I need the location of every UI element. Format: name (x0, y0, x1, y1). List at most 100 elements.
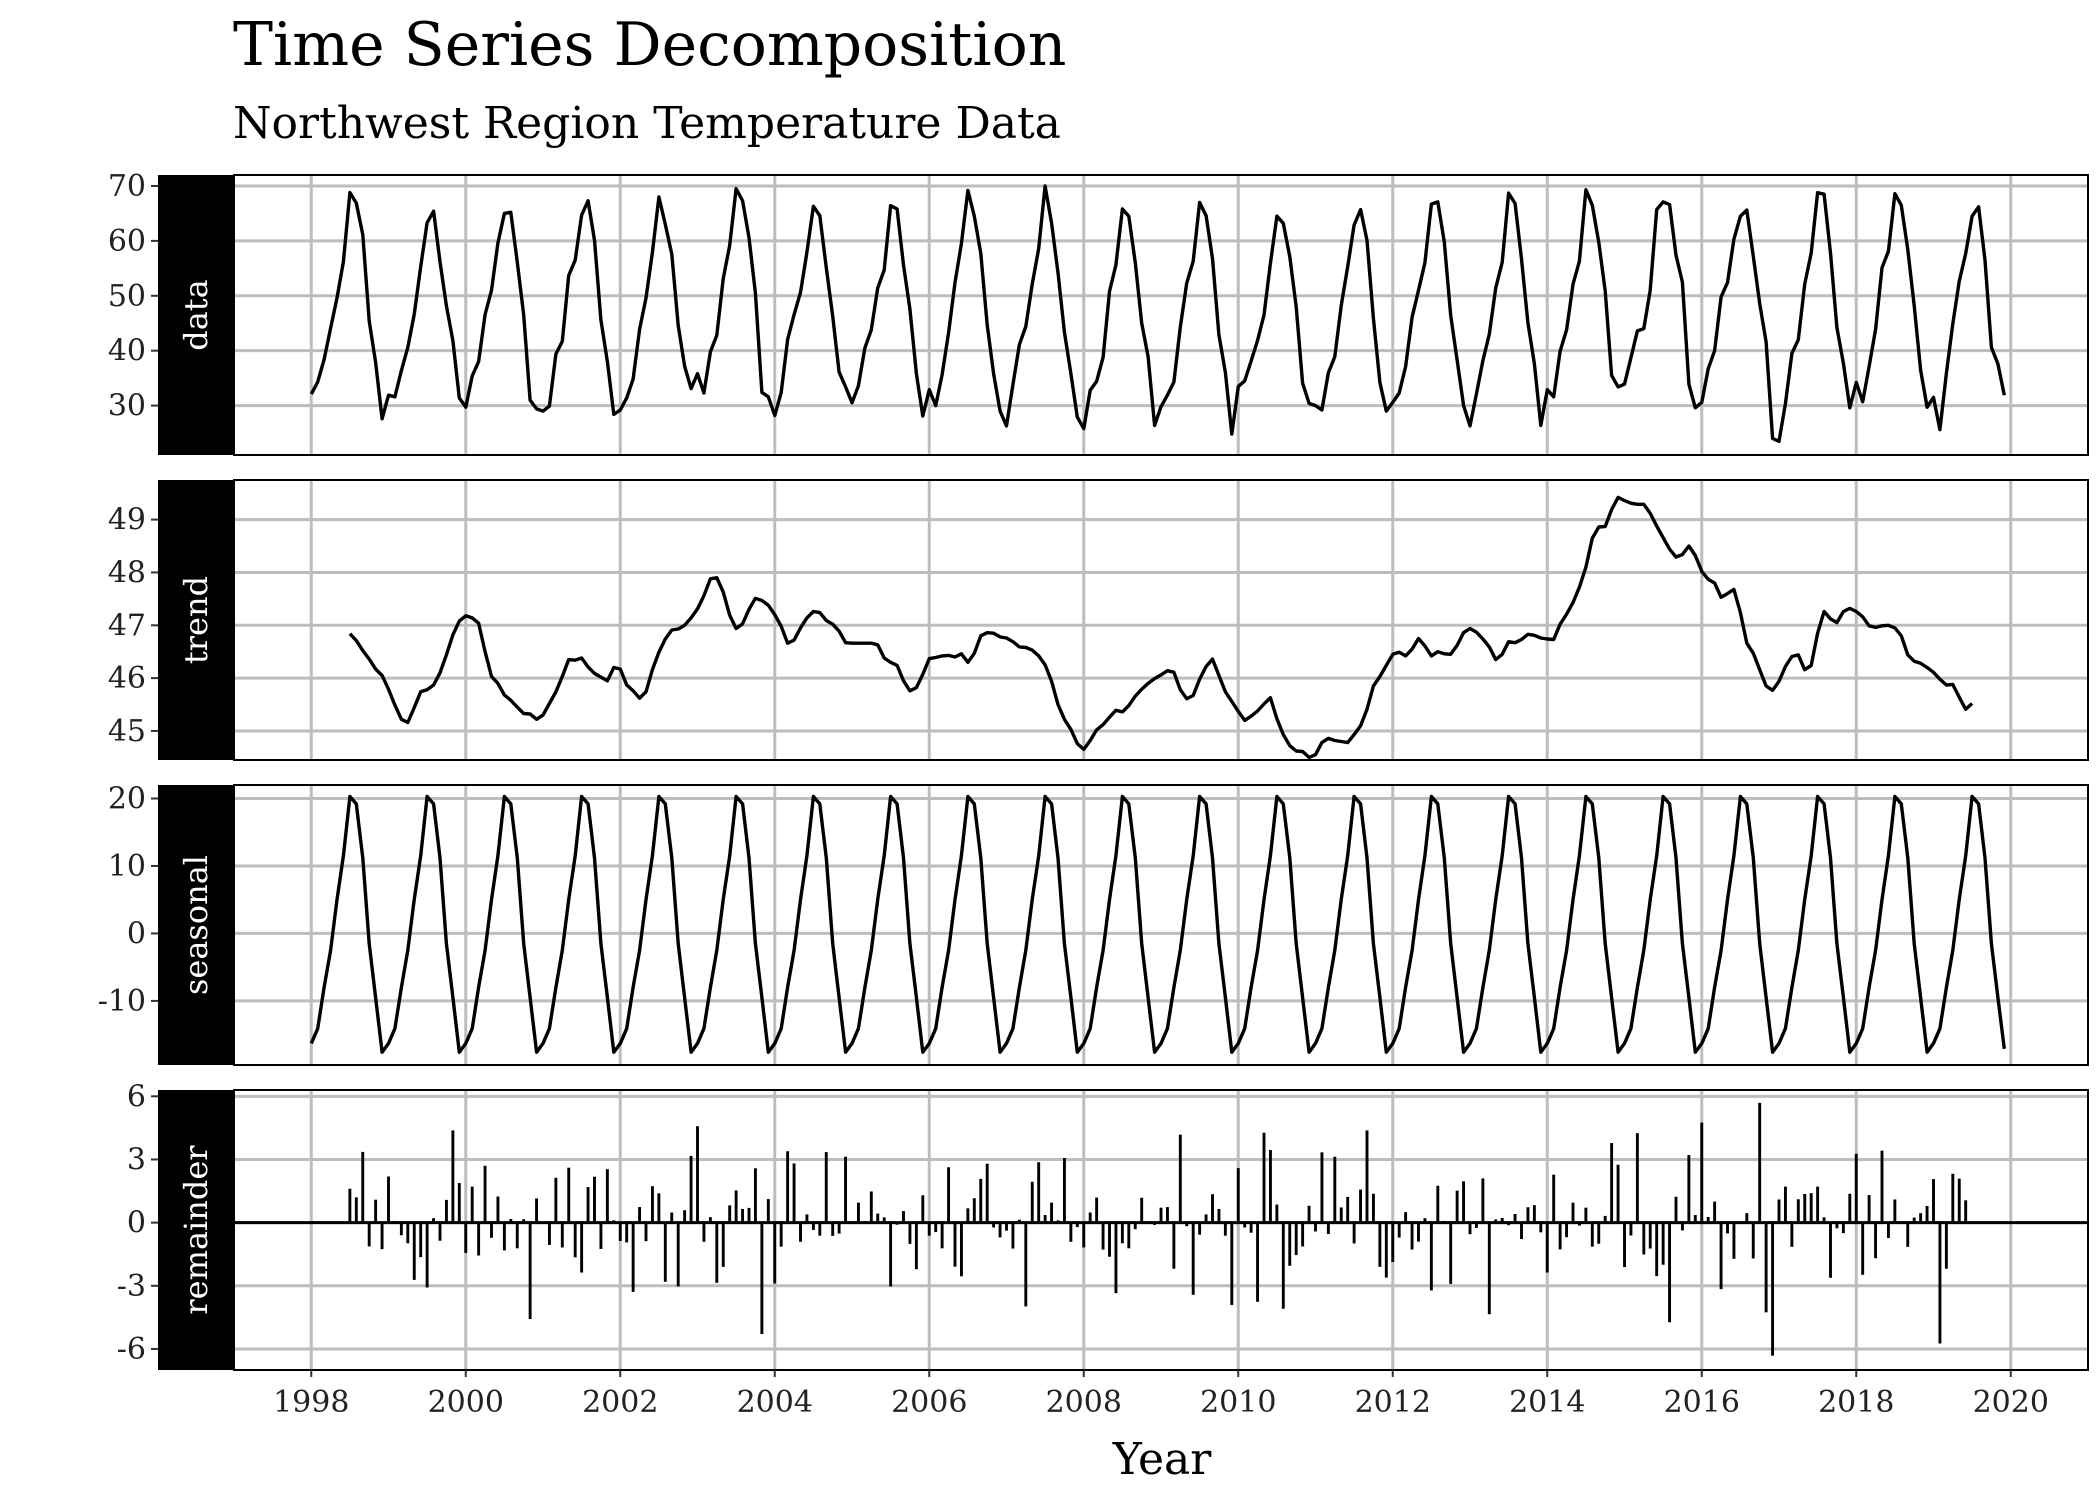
remainder-bar (1700, 1122, 1704, 1223)
remainder-bar (1829, 1222, 1832, 1278)
remainder-bar (1738, 1221, 1742, 1223)
remainder-bar (1899, 1221, 1903, 1223)
remainder-bar (947, 1167, 951, 1223)
remainder-bar (547, 1222, 551, 1245)
y-tick-label: -6 (117, 1332, 146, 1367)
remainder-bar (419, 1222, 423, 1258)
remainder-bar (663, 1222, 667, 1282)
remainder-bar (741, 1208, 745, 1223)
remainder-bar (1648, 1222, 1652, 1249)
x-tick-label: 2018 (1818, 1385, 1894, 1420)
remainder-bar (895, 1222, 899, 1225)
remainder-bar (1165, 1207, 1169, 1223)
remainder-bar (1172, 1222, 1176, 1269)
remainder-bar (1005, 1222, 1008, 1231)
remainder-bar (760, 1222, 764, 1334)
remainder-bar (844, 1156, 848, 1223)
remainder-bar (593, 1176, 596, 1223)
remainder-bar (1371, 1193, 1375, 1223)
remainder-bar (451, 1130, 455, 1223)
remainder-bar (387, 1176, 390, 1223)
y-tick-label: 46 (108, 661, 146, 696)
remainder-bar (1713, 1201, 1717, 1223)
remainder-bar (1732, 1222, 1736, 1259)
remainder-bar (1236, 1168, 1240, 1223)
remainder-bar (1751, 1222, 1755, 1259)
remainder-bar (1281, 1222, 1285, 1309)
remainder-bar (1217, 1208, 1221, 1223)
remainder-bar (696, 1126, 699, 1223)
remainder-bar (1050, 1202, 1054, 1223)
x-tick-label: 2006 (891, 1385, 967, 1420)
y-tick-label: 0 (127, 1206, 146, 1241)
remainder-bar (586, 1187, 590, 1223)
remainder-bar (612, 1220, 616, 1223)
remainder-bar (515, 1222, 519, 1249)
remainder-bar (1577, 1222, 1581, 1226)
remainder-bar (1571, 1202, 1575, 1223)
remainder-bar (1127, 1222, 1131, 1249)
strip-trend (158, 480, 234, 760)
remainder-bar (1423, 1218, 1427, 1223)
x-axis-title: Year (1112, 1434, 1212, 1485)
remainder-bar (792, 1163, 796, 1223)
strip-label-seasonal: seasonal (177, 855, 215, 995)
remainder-bar (889, 1222, 893, 1287)
remainder-bar (1468, 1222, 1472, 1235)
remainder-bar (1957, 1178, 1961, 1223)
remainder-bar (914, 1222, 918, 1270)
x-tick-label: 2010 (1200, 1385, 1276, 1420)
remainder-bar (657, 1193, 661, 1223)
remainder-bar (1268, 1150, 1272, 1223)
remainder-bar (1320, 1152, 1324, 1223)
remainder-bar (972, 1198, 976, 1223)
remainder-bar (992, 1222, 996, 1228)
remainder-bar (1886, 1222, 1890, 1238)
y-tick-label: 70 (108, 169, 146, 204)
remainder-bar (406, 1222, 410, 1244)
remainder-bar (1783, 1186, 1787, 1223)
remainder-bar (1687, 1155, 1691, 1223)
remainder-bar (1474, 1222, 1478, 1228)
remainder-bar (522, 1219, 526, 1223)
remainder-bar (1108, 1222, 1111, 1257)
remainder-bar (1629, 1222, 1633, 1236)
remainder-bar (1410, 1222, 1414, 1250)
remainder-bar (1146, 1221, 1150, 1223)
remainder-bar (1874, 1222, 1878, 1259)
remainder-bar (1545, 1222, 1549, 1273)
remainder-bar (683, 1210, 687, 1223)
remainder-bar (1223, 1222, 1227, 1236)
chart-title: Time Series Decomposition (233, 10, 1066, 80)
y-tick-label: -3 (117, 1269, 146, 1304)
remainder-bar (1494, 1219, 1498, 1223)
series-line-data (309, 184, 2006, 443)
remainder-bar (1062, 1158, 1066, 1223)
remainder-bar (1526, 1207, 1530, 1223)
y-tick-label: 48 (108, 555, 146, 590)
remainder-bar (882, 1217, 886, 1223)
remainder-bar (786, 1151, 790, 1223)
remainder-bar (1307, 1205, 1311, 1223)
remainder-bar (1120, 1222, 1124, 1244)
x-tick-label: 2020 (1973, 1385, 2049, 1420)
remainder-bar (444, 1199, 448, 1223)
remainder-bar (1417, 1222, 1420, 1242)
remainder-bar (1314, 1222, 1317, 1232)
remainder-bar (1520, 1222, 1523, 1240)
y-tick-label: 40 (108, 334, 146, 369)
remainder-bar (1668, 1222, 1672, 1323)
panel-border (233, 174, 2089, 456)
remainder-bar (708, 1217, 712, 1223)
remainder-bar (1352, 1222, 1356, 1244)
remainder-bar (734, 1190, 738, 1223)
remainder-bar (1822, 1217, 1826, 1223)
remainder-bar (1500, 1218, 1504, 1223)
remainder-bar (399, 1222, 403, 1236)
remainder-bar (1301, 1222, 1305, 1247)
remainder-bar (1133, 1222, 1137, 1230)
remainder-bar (599, 1222, 603, 1249)
remainder-bar (811, 1222, 815, 1230)
remainder-bar (560, 1222, 564, 1248)
remainder-bar (902, 1211, 905, 1223)
